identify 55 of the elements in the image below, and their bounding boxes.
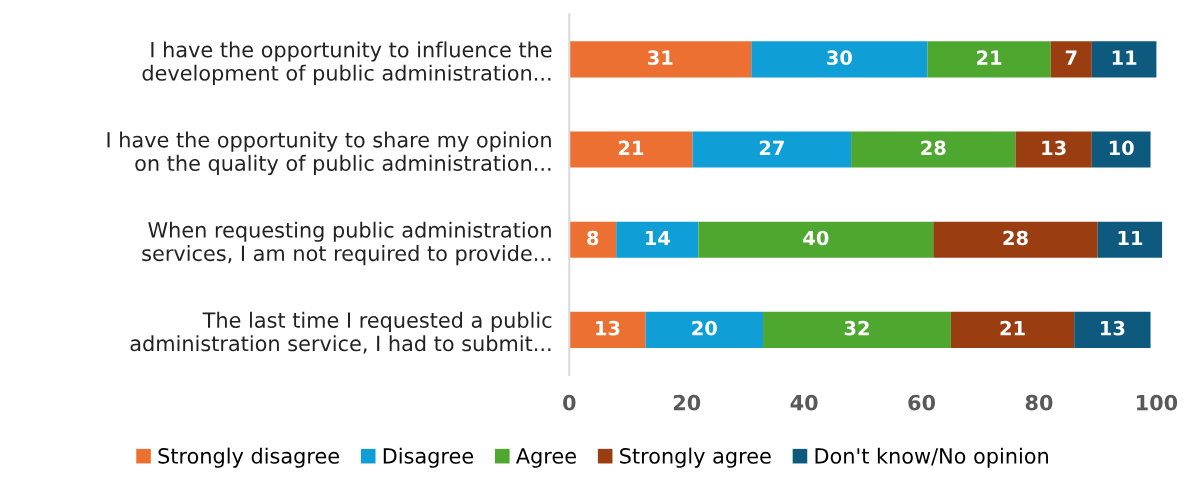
bar	[1050, 41, 1092, 78]
data-label: 13	[1042, 140, 1066, 156]
data-label: 13	[596, 320, 620, 336]
data-label: 21	[977, 50, 1002, 65]
data-label: 13	[1101, 320, 1125, 336]
data-label: 28	[1003, 230, 1028, 246]
y-tick-label: I have the opportunity to influence the development of public administration...	[142, 41, 552, 85]
data-label: 27	[759, 140, 784, 155]
bar	[569, 131, 693, 168]
bar	[1091, 41, 1157, 78]
bar	[851, 131, 1016, 168]
data-label: 11	[1112, 50, 1137, 65]
data-label: 28	[921, 140, 946, 156]
bar	[645, 311, 764, 348]
y-tick-label: I have the opportunity to share my opinion on the quality of public administration...	[107, 131, 551, 176]
data-label: 11	[1118, 230, 1143, 246]
x-tick-label: 60	[908, 394, 936, 411]
data-label: 30	[827, 50, 852, 66]
bar	[616, 221, 699, 258]
bar	[933, 221, 1098, 258]
x-tick-label: 80	[1025, 394, 1053, 411]
bar	[763, 311, 951, 348]
bar	[692, 131, 852, 168]
legend-label: Strongly disagree	[158, 447, 339, 468]
data-label: 21	[618, 140, 644, 155]
data-label: 8	[587, 230, 599, 246]
data-label: 20	[692, 320, 717, 336]
bar	[569, 311, 646, 348]
bar	[698, 221, 934, 258]
data-label: 21	[1000, 320, 1025, 336]
bar	[927, 41, 1051, 78]
data-label: 10	[1109, 140, 1134, 156]
data-label: 31	[648, 50, 673, 66]
y-tick-label: The last time I requested a public administration service, I had to submit...	[130, 311, 552, 354]
data-label: 14	[646, 230, 670, 246]
x-tick-label: 40	[790, 394, 818, 411]
bar	[1091, 131, 1151, 168]
bar	[569, 221, 617, 258]
data-label: 32	[844, 320, 869, 336]
bar	[950, 311, 1075, 348]
data-label: 7	[1065, 50, 1077, 65]
x-tick-label: 0	[563, 394, 576, 411]
bar	[1015, 131, 1092, 168]
x-tick-label: 100	[1137, 394, 1178, 411]
bar	[1097, 221, 1163, 258]
y-tick-label: When requesting public administration services, I am not required to provide...	[142, 221, 551, 266]
bar	[1074, 311, 1151, 348]
bar	[751, 41, 928, 78]
bar	[569, 41, 752, 78]
legend-label: Agree	[515, 448, 576, 468]
legend-label: Don't know/No opinion	[815, 447, 1048, 468]
legend-label: Strongly agree	[620, 447, 771, 468]
legend-label: Disagree	[383, 447, 474, 468]
data-label: 40	[803, 230, 829, 246]
x-tick-label: 20	[673, 394, 701, 411]
